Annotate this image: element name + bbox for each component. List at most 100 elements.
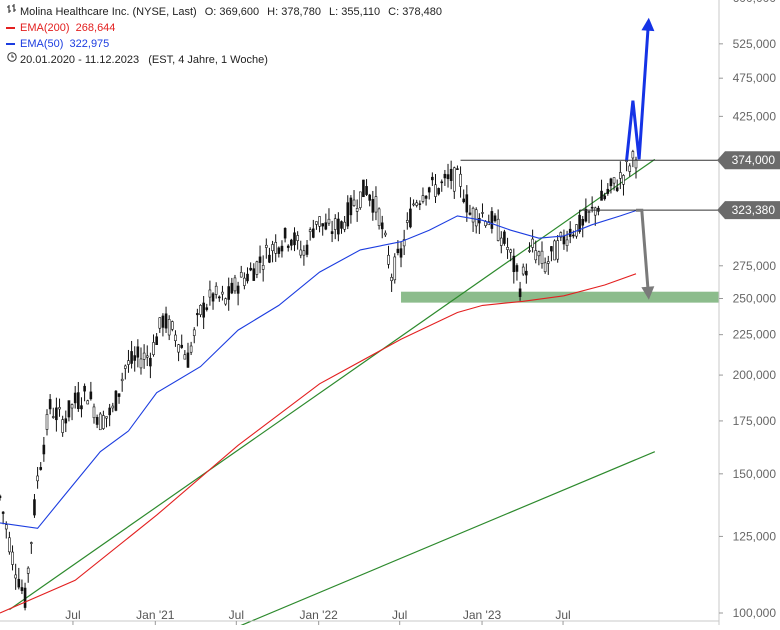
price-candle [440,181,444,184]
price-candle [352,199,356,206]
price-candle [171,321,174,330]
price-candle [192,329,196,336]
price-candle [145,355,149,358]
price-candle [490,211,494,229]
price-candle [468,212,472,215]
price-candle [603,195,606,200]
price-label-layer: 374,000 323,380 [717,151,780,220]
price-candle [83,385,86,392]
price-candle [559,232,563,238]
ema200-line [0,273,637,614]
price-candle [77,392,80,409]
price-candle [390,277,393,281]
price-candle [531,238,534,248]
price-candle [456,168,459,170]
price-candle [86,400,90,405]
high-label: H: [267,6,279,18]
price-candle [525,270,528,276]
y-tick-label: 475,000 [733,71,777,85]
price-candle [452,167,456,192]
ema50-line [0,210,637,529]
price-candle [371,199,375,213]
price-candle [149,357,152,367]
price-candle [114,390,118,411]
x-tick-label: Jul [229,608,244,622]
price-candle [124,365,127,369]
price-candle [305,244,309,255]
price-candle [368,194,371,201]
price-candle [481,212,484,214]
ema50-value: 322,975 [69,38,110,50]
price-candle [239,272,243,278]
x-tick-label: Jul [392,608,407,622]
price-candle [572,234,575,237]
x-tick-label: Jan '23 [463,608,502,622]
price-candle [584,208,588,222]
price-candle [186,352,190,368]
price-candle [283,228,287,239]
price-candle [102,415,105,429]
price-candle [199,305,202,315]
price-candle [449,168,453,181]
price-candle [221,291,224,295]
price-candle [108,407,111,416]
price-candle [158,317,162,329]
price-candle [280,245,284,252]
price-candle [211,293,215,302]
price-candle [312,228,315,238]
y-tick-label: 525,000 [733,37,777,51]
price-candle [8,537,11,553]
price-candle [33,499,36,516]
price-candle [286,245,290,248]
price-candle [318,216,321,227]
price-candle [133,355,137,361]
price-candle [562,235,566,245]
price-candle [427,187,431,193]
price-candle [590,206,594,209]
y-tick-label: 150,000 [733,467,777,481]
arrow-head [641,17,655,32]
price-candle [230,282,234,294]
level-lines-layer [460,159,719,211]
price-candle [421,195,425,202]
price-candle [550,246,553,252]
price-candle [343,221,346,230]
price-candle [152,342,155,355]
price-candle [515,265,519,272]
price-candle [358,191,362,208]
price-candle [380,222,384,230]
x-tick-label: Jan '21 [136,608,175,622]
instrument-title: Molina Healthcare Inc. (NYSE, Last) [20,6,197,18]
trendline [9,158,656,611]
price-candle [434,184,437,197]
y-tick-label: 225,000 [733,328,777,342]
ema200-swatch [6,27,15,29]
high-value: 378,780 [281,6,321,18]
price-candle [493,215,497,222]
price-candle [609,178,613,187]
legend-range-row: 20.01.2020 - 11.12.2023 (EST, 4 Jahre, 1… [6,52,442,68]
price-candle [42,444,46,455]
price-candle [521,266,525,275]
price-candle [4,524,8,530]
price-candle [111,405,115,409]
price-candle [227,286,231,300]
price-candle [89,391,93,400]
ema200-label: EMA(200) [20,22,70,34]
price-layer [0,149,638,611]
price-candle [402,239,406,247]
price-candle [553,240,556,261]
price-candle [127,360,130,365]
y-tick-label: 175,000 [733,414,777,428]
date-range: 20.01.2020 - 11.12.2023 [20,54,140,66]
y-tick-label: 600,000 [733,0,777,5]
price-candle [233,277,237,292]
price-candle [374,196,378,213]
price-candle [45,414,49,430]
x-tick-label: Jan '22 [300,608,339,622]
price-candle [224,298,227,305]
price-candle [277,247,281,254]
price-tag-label: 323,380 [732,203,776,217]
